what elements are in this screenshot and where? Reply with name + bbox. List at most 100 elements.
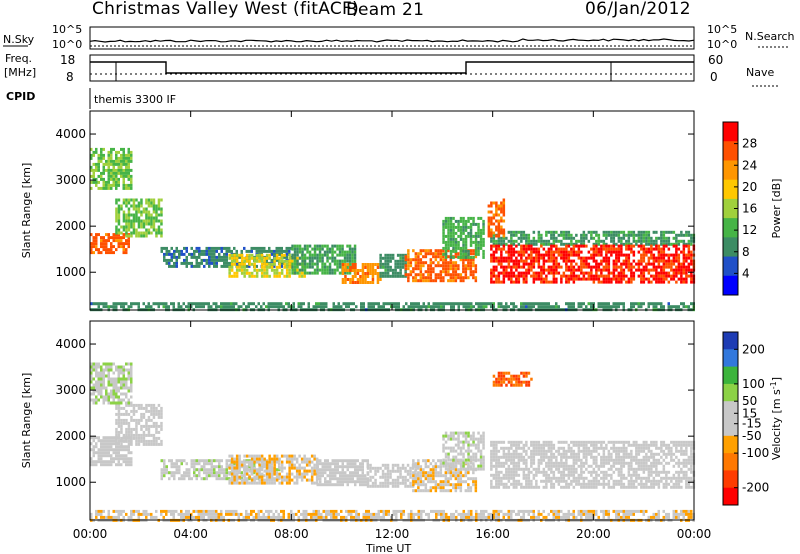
data-cell	[547, 265, 551, 269]
data-cell	[265, 466, 269, 470]
data-cell	[542, 256, 546, 260]
data-cell	[515, 268, 518, 272]
data-cell	[459, 486, 463, 490]
data-cell	[537, 262, 541, 266]
data-cell	[622, 242, 626, 246]
data-cell	[575, 244, 578, 248]
data-cell	[366, 477, 369, 481]
data-cell	[155, 424, 158, 428]
data-cell	[480, 305, 483, 309]
data-cell	[512, 242, 516, 246]
data-cell	[452, 471, 455, 475]
data-cell	[419, 279, 423, 283]
data-cell	[407, 279, 410, 283]
data-cell	[130, 362, 133, 366]
data-cell	[127, 186, 130, 190]
data-cell	[449, 474, 453, 478]
data-cell	[278, 271, 281, 275]
data-cell	[500, 262, 503, 266]
data-cell	[270, 268, 274, 272]
data-cell	[213, 459, 216, 463]
data-cell	[280, 246, 283, 250]
data-cell	[230, 457, 234, 461]
data-cell	[590, 302, 593, 306]
data-cell	[562, 250, 566, 254]
data-cell	[285, 259, 289, 263]
data-cell	[602, 230, 606, 234]
power-data-cells	[90, 147, 696, 312]
data-cell	[612, 247, 616, 251]
data-cell	[359, 477, 362, 481]
data-cell	[125, 421, 128, 425]
data-cell	[655, 305, 658, 309]
data-cell	[432, 459, 435, 463]
data-cell	[142, 222, 146, 226]
data-cell	[602, 244, 606, 248]
data-cell	[97, 233, 100, 237]
data-cell	[572, 280, 576, 284]
data-cell	[434, 468, 438, 472]
data-cell	[341, 250, 344, 254]
data-cell	[140, 403, 143, 407]
data-cell	[492, 233, 496, 237]
data-cell	[537, 230, 541, 234]
data-cell	[100, 386, 103, 390]
data-cell	[163, 468, 166, 472]
data-cell	[95, 236, 98, 240]
data-cell	[452, 231, 455, 235]
data-cell	[605, 253, 608, 257]
data-cell	[195, 462, 198, 466]
data-cell	[469, 449, 473, 453]
data-cell	[469, 237, 473, 241]
data-cell	[200, 459, 203, 463]
data-cell	[300, 305, 303, 309]
data-cell	[645, 250, 648, 254]
data-cell	[157, 201, 161, 205]
data-cell	[469, 270, 473, 274]
data-cell	[414, 469, 417, 473]
data-cell	[525, 259, 528, 263]
data-cell	[157, 442, 161, 446]
data-cell	[535, 271, 538, 275]
data-cell	[303, 253, 307, 257]
data-cell	[218, 255, 221, 259]
data-cell	[190, 261, 193, 265]
data-cell	[203, 471, 206, 475]
data-cell	[288, 246, 291, 250]
data-cell	[105, 305, 108, 309]
data-cell	[389, 469, 392, 473]
data-cell	[650, 268, 653, 272]
data-cell	[482, 240, 485, 244]
data-cell	[263, 459, 266, 463]
data-cell	[612, 277, 616, 281]
data-cell	[122, 162, 125, 166]
data-cell	[502, 280, 506, 284]
data-cell	[660, 230, 663, 234]
data-cell	[210, 255, 213, 259]
data-cell	[117, 228, 121, 232]
data-cell	[140, 433, 143, 437]
data-cell	[545, 239, 548, 243]
data-cell	[92, 251, 95, 255]
data-cell	[687, 256, 691, 260]
data-cell	[459, 474, 463, 478]
data-cell	[228, 256, 231, 260]
data-cell	[622, 305, 625, 309]
data-region	[115, 198, 163, 238]
data-cell	[208, 258, 211, 262]
data-cell	[112, 380, 115, 384]
data-cell	[642, 244, 646, 248]
data-cell	[122, 213, 126, 217]
data-cell	[223, 471, 226, 475]
data-cell	[130, 389, 133, 393]
data-cell	[125, 242, 128, 246]
data-cell	[542, 271, 546, 275]
colorbar-tick-label: 16	[742, 202, 757, 216]
data-cell	[487, 210, 491, 214]
data-cell	[399, 262, 402, 266]
data-cell	[447, 231, 450, 235]
data-cell	[497, 259, 501, 263]
data-cell	[117, 460, 120, 464]
data-region	[366, 463, 420, 488]
data-cell	[627, 268, 631, 272]
